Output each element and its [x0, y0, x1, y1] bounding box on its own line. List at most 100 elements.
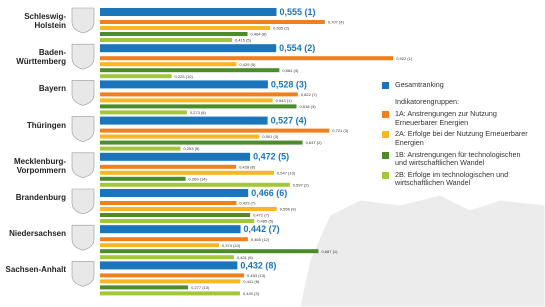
value-label: 0,253 (9)	[183, 146, 200, 151]
bar	[100, 116, 268, 125]
bar	[100, 104, 297, 109]
legend-item: Gesamtranking	[382, 80, 534, 90]
bar	[100, 243, 219, 248]
bar	[100, 62, 237, 67]
value-label: 0,465 (12)	[251, 237, 270, 242]
legend-label: 2A: Erfolge bei der Nutzung Erneuerbarer…	[395, 129, 528, 147]
value-label: 0,374 (10)	[222, 243, 241, 248]
bar	[100, 26, 271, 30]
legend-item: 1A: Anstrengungen zur Nutzung Erneuerbar…	[382, 109, 534, 127]
legend-swatch	[382, 111, 389, 119]
bar	[100, 20, 325, 24]
value-label: 0,441 (6)	[243, 279, 260, 284]
legend-item: 2A: Erfolge bei der Nutzung Erneuerbarer…	[382, 130, 534, 147]
value-label: 0,637 (2)	[306, 140, 323, 145]
category-label: Brandenburg	[15, 193, 66, 202]
legend-label: 1A: Anstrengungen zur Nutzung Erneuerbar…	[395, 109, 497, 127]
value-label: 0,440 (3)	[243, 291, 260, 296]
category-label: Thüringen	[26, 120, 66, 130]
bar	[100, 261, 238, 270]
value-label: 0,432 (8)	[240, 260, 276, 270]
value-label: 0,429 (7)	[239, 201, 256, 206]
value-label: 0,472 (5)	[253, 152, 289, 162]
value-label: 0,622 (7)	[301, 92, 318, 97]
value-label: 0,535 (2)	[273, 26, 290, 31]
value-label: 0,501 (3)	[262, 134, 279, 139]
bar	[100, 56, 394, 61]
bar	[100, 110, 187, 115]
value-label: 0,555 (1)	[279, 7, 315, 17]
category-label: Mecklenburg-Vorpommern	[13, 156, 66, 175]
value-label: 0,464 (8)	[251, 32, 268, 37]
category-label: Bayern	[38, 84, 66, 94]
value-label: 0,428 (8)	[239, 164, 256, 169]
value-label: 0,485 (5)	[257, 219, 274, 224]
legend-label: 2B: Erfolge im technologischen und wirts…	[395, 169, 509, 188]
bar	[100, 207, 277, 211]
bar	[100, 92, 298, 97]
bar	[100, 237, 248, 242]
value-label: 0,707 (4)	[328, 20, 345, 25]
bar	[100, 68, 280, 73]
legend-swatch	[382, 171, 389, 179]
value-label: 0,415 (5)	[235, 38, 252, 43]
legend-heading: Indikatorengruppen:	[395, 96, 459, 106]
bar	[100, 134, 260, 139]
value-label: 0,922 (1)	[396, 56, 413, 61]
bar	[100, 140, 303, 145]
value-label: 0,556 (9)	[280, 207, 297, 212]
crest	[71, 80, 95, 106]
bar	[100, 201, 237, 205]
bar	[100, 74, 172, 79]
value-label: 0,269 (14)	[189, 176, 208, 181]
bar	[100, 128, 330, 133]
value-label: 0,225 (10)	[175, 74, 194, 79]
category-label: Sachsen-Anhalt	[5, 265, 66, 275]
bar	[100, 32, 248, 36]
bar	[100, 170, 274, 175]
value-label: 0,527 (4)	[271, 115, 307, 125]
bar	[100, 44, 277, 53]
legend-item: 2B: Erfolge im technologischen und wirts…	[382, 169, 534, 188]
legend-swatch	[382, 82, 389, 89]
bar	[100, 80, 268, 89]
bar	[100, 213, 251, 217]
bar	[100, 189, 249, 197]
legend-item: 1B: Anstrengungen für technologischen un…	[382, 149, 534, 168]
category-label: Schleswig-Holstein	[24, 12, 66, 30]
legend-swatch	[382, 151, 389, 159]
bar	[100, 255, 234, 260]
value-label: 0,721 (3)	[332, 128, 349, 133]
crest	[71, 152, 95, 179]
value-label: 0,543 (1)	[276, 98, 293, 103]
legend-swatch	[382, 131, 389, 139]
value-label: 0,466 (6)	[251, 188, 287, 198]
legend-label: 1B: Anstrengungen für technologischen un…	[395, 149, 521, 168]
category-label: Niedersachsen	[9, 229, 66, 239]
bar	[100, 98, 273, 103]
bar	[100, 291, 240, 296]
bar	[100, 182, 290, 187]
bar	[100, 176, 186, 181]
crest	[71, 188, 95, 215]
value-label: 0,564 (4)	[282, 68, 299, 73]
value-label: 0,687 (1)	[321, 249, 338, 254]
value-label: 0,547 (10)	[277, 170, 296, 175]
crest	[71, 7, 95, 34]
bar	[100, 285, 189, 290]
bar	[100, 219, 255, 223]
crest	[71, 261, 95, 287]
legend-label: Gesamtranking	[395, 80, 444, 89]
crest	[71, 116, 95, 142]
bar	[100, 279, 241, 284]
value-label: 0,453 (13)	[247, 273, 266, 278]
bar	[100, 152, 251, 161]
value-label: 0,442 (7)	[244, 224, 280, 234]
bar	[100, 164, 237, 169]
value-label: 0,421 (6)	[237, 255, 254, 260]
bar	[100, 273, 245, 278]
value-label: 0,273 (8)	[190, 110, 207, 115]
value-label: 0,597 (2)	[293, 182, 310, 187]
bar	[100, 38, 232, 42]
